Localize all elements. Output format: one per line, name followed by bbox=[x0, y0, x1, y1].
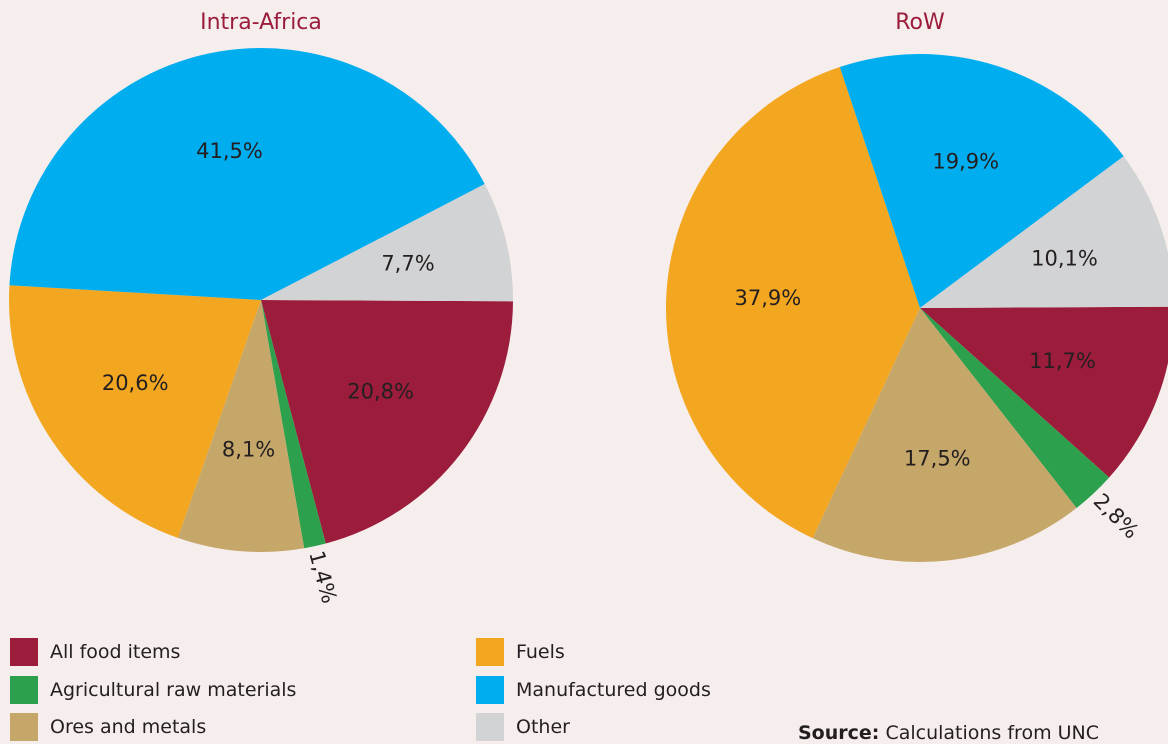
data-label-row-ores-and-metals: 17,5% bbox=[904, 446, 971, 470]
legend-label: Other bbox=[516, 716, 570, 738]
source-prefix: Source: bbox=[798, 722, 880, 744]
legend-swatch bbox=[10, 638, 38, 666]
data-label-row-agricultural-raw-materials: 2,8% bbox=[1089, 489, 1144, 544]
source-text: Calculations from UNC bbox=[885, 722, 1100, 744]
legend-label: Fuels bbox=[516, 641, 565, 663]
legend-label: Agricultural raw materials bbox=[50, 679, 297, 701]
data-label-intra-africa-manufactured-goods: 41,5% bbox=[196, 139, 263, 163]
data-label-intra-africa-all-food-items: 20,8% bbox=[347, 379, 414, 403]
legend-label: Ores and metals bbox=[50, 716, 207, 738]
pie-slice-intra-africa-agricultural-raw-materials bbox=[261, 300, 326, 549]
legend-swatch bbox=[476, 713, 504, 741]
data-label-intra-africa-other: 7,7% bbox=[381, 252, 434, 276]
data-label-row-fuels: 37,9% bbox=[734, 286, 801, 310]
legend-label: All food items bbox=[50, 641, 181, 663]
legend-item-manufactured-goods: Manufactured goods bbox=[476, 676, 711, 704]
legend-label: Manufactured goods bbox=[516, 679, 711, 701]
pie-slice-row-all-food-items bbox=[920, 306, 1168, 478]
pie-slice-row-agricultural-raw-materials bbox=[920, 308, 1110, 509]
data-label-intra-africa-fuels: 20,6% bbox=[102, 371, 169, 395]
chart-title-row: RoW bbox=[895, 10, 945, 35]
legend-item-other: Other bbox=[476, 713, 570, 741]
data-label-row-all-food-items: 11,7% bbox=[1029, 349, 1096, 373]
legend-item-all-food-items: All food items bbox=[10, 638, 180, 666]
pie-slice-row-manufactured-goods bbox=[839, 54, 1124, 308]
pie-slice-row-fuels bbox=[666, 66, 920, 539]
data-label-intra-africa-agricultural-raw-materials: 1,4% bbox=[304, 548, 341, 606]
pie-slice-row-ores-and-metals bbox=[812, 308, 1077, 562]
pie-slice-intra-africa-other bbox=[261, 184, 513, 302]
legend-swatch bbox=[10, 713, 38, 741]
legend-swatch bbox=[10, 676, 38, 704]
legend-item-agricultural-raw-materials: Agricultural raw materials bbox=[10, 676, 296, 704]
pie-slice-intra-africa-ores-and-metals bbox=[177, 300, 305, 552]
legend-item-fuels: Fuels bbox=[476, 638, 565, 666]
pie-slice-row-other bbox=[920, 156, 1168, 308]
legend-swatch bbox=[476, 676, 504, 704]
data-label-intra-africa-ores-and-metals: 8,1% bbox=[222, 438, 275, 462]
legend-swatch bbox=[476, 638, 504, 666]
chart-title-intra-africa: Intra-Africa bbox=[200, 10, 322, 35]
pie-slice-intra-africa-all-food-items bbox=[261, 300, 513, 544]
data-label-row-manufactured-goods: 19,9% bbox=[932, 150, 999, 174]
pie-slice-intra-africa-fuels bbox=[9, 285, 261, 538]
pie-slice-intra-africa-manufactured-goods bbox=[9, 47, 485, 301]
data-label-row-other: 10,1% bbox=[1031, 247, 1098, 271]
legend-item-ores-and-metals: Ores and metals bbox=[10, 713, 206, 741]
source-note: Source: Calculations from UNC bbox=[798, 722, 1099, 744]
